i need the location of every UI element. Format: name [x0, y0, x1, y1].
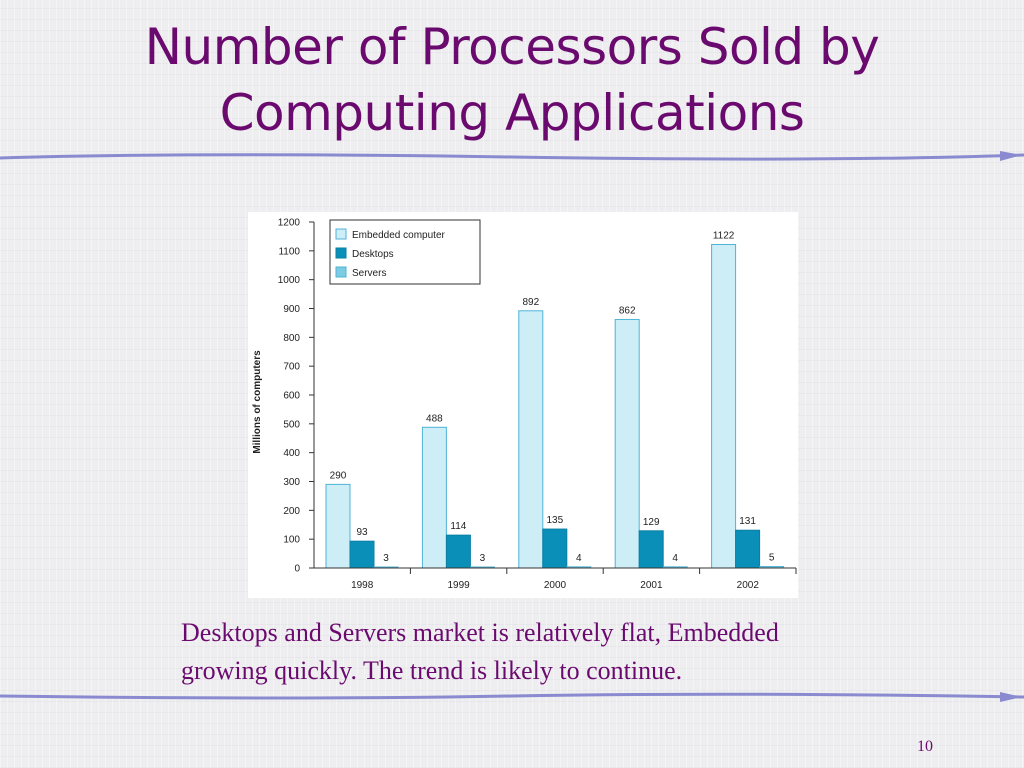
legend-box: [329, 219, 481, 285]
bar-value-label: 93: [356, 527, 368, 538]
x-tick-label: 2000: [544, 580, 567, 591]
y-tick-label: 1200: [278, 218, 301, 229]
bar-value-label: 114: [450, 521, 466, 532]
x-tick-label: 2001: [640, 580, 663, 591]
legend-swatch: [335, 228, 347, 240]
slide-caption: Desktops and Servers market is relativel…: [181, 614, 1001, 690]
top-divider-rule: [0, 151, 1024, 161]
bar-embedded-computer: [421, 426, 447, 569]
bar-value-label: 3: [383, 553, 389, 564]
legend-entry-label: Servers: [352, 268, 386, 279]
bar-value-label: 862: [619, 305, 636, 316]
legend-entry-label: Embedded computer: [352, 230, 446, 241]
y-tick-label: 400: [283, 448, 300, 459]
processors-bar-chart: 0 100 200 300 400 500 600 700 800 900 1000 1100 1200…: [248, 212, 798, 598]
page-number: 10: [917, 738, 933, 755]
y-tick-label: 500: [283, 419, 300, 430]
legend-entry-label: Desktops: [352, 249, 394, 260]
y-tick-label: 0: [294, 564, 300, 575]
y-tick-label: 900: [283, 304, 300, 315]
bar-value-label: 5: [769, 553, 775, 564]
bar-desktops: [349, 540, 375, 569]
bar-value-label: 488: [426, 413, 443, 424]
y-tick-label: 600: [283, 391, 300, 402]
bottom-divider-rule: [0, 692, 1024, 702]
bar-embedded-computer: [518, 310, 544, 569]
y-tick-label: 700: [283, 362, 300, 373]
caption-line-2: growing quickly. The trend is likely to …: [181, 656, 683, 685]
bar-value-label: 129: [643, 517, 660, 528]
y-tick-label: 300: [283, 477, 300, 488]
bar-desktops: [542, 528, 568, 569]
bar-value-label: 4: [576, 553, 582, 564]
legend: Embedded computer Desktops Servers: [329, 219, 481, 285]
y-tick-label: 200: [283, 506, 300, 517]
bar-value-label: 131: [739, 516, 756, 527]
x-axis: 1998 1999 2000 2001 2002: [309, 567, 797, 591]
y-tick-label: 100: [283, 535, 300, 546]
bar-value-label: 290: [330, 470, 347, 481]
slide-title-line-2: Computing Applications: [219, 84, 805, 142]
y-axis: 0 100 200 300 400 500 600 700 800 900 1000 1100 1200: [278, 218, 315, 575]
caption-line-1: Desktops and Servers market is relativel…: [181, 618, 779, 647]
legend-swatch: [335, 266, 347, 278]
chart-svg: 0 100 200 300 400 500 600 700 800 900 1000 1100 1200…: [252, 218, 797, 591]
bar-desktops: [638, 530, 664, 569]
y-axis-label: Millions of computers: [252, 350, 263, 454]
bar-embedded-computer: [614, 318, 640, 569]
bar-embedded-computer: [325, 483, 351, 569]
y-tick-label: 1000: [278, 275, 301, 286]
bar-value-label: 3: [480, 553, 486, 564]
y-tick-label: 800: [283, 333, 300, 344]
x-tick-label: 1999: [447, 580, 470, 591]
x-tick-label: 2002: [737, 580, 760, 591]
bar-embedded-computer: [711, 243, 737, 569]
bar-value-label: 892: [522, 297, 539, 308]
bar-desktops: [735, 529, 761, 569]
y-tick-label: 1100: [278, 246, 300, 257]
bar-value-label: 1122: [713, 230, 735, 241]
bar-value-label: 135: [546, 515, 563, 526]
x-tick-label: 1998: [351, 580, 374, 591]
bar-desktops: [445, 534, 471, 569]
slide-title-line-1: Number of Processors Sold by: [144, 18, 880, 76]
bar-value-label: 4: [672, 553, 678, 564]
legend-swatch: [335, 247, 347, 259]
slide-title: Number of Processors Sold by Computing A…: [0, 14, 1024, 146]
